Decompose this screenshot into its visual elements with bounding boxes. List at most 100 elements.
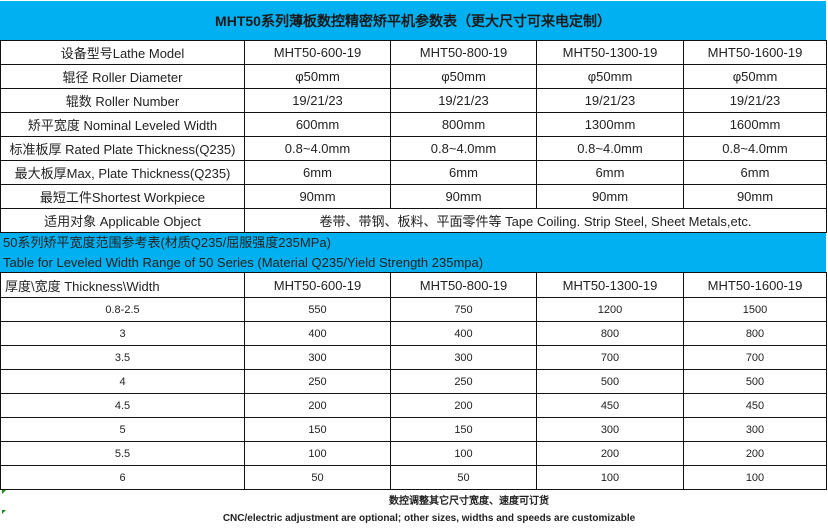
value-cell: 19/21/23 <box>536 88 684 113</box>
value-cell: 300 <box>390 345 537 370</box>
value-cell: MHT50-1300-19 <box>536 40 684 65</box>
header-cell: MHT50-1300-19 <box>536 272 684 298</box>
value-cell: 500 <box>536 369 684 394</box>
label-cell: 最短工件Shortest Workpiece <box>0 184 245 209</box>
value-cell: 750 <box>390 297 537 322</box>
value-cell: 6mm <box>244 160 391 185</box>
range-title-en: Table for Leveled Width Range of 50 Seri… <box>3 254 484 270</box>
value-cell: 450 <box>683 393 827 418</box>
value-cell: 90mm <box>390 184 537 209</box>
header-row: 厚度\宽度 Thickness\Width MHT50-600-19 MHT50-8… <box>0 272 827 298</box>
value-cell: 550 <box>244 297 391 322</box>
thickness-cell: 5.5 <box>0 441 245 466</box>
range-section-header: 50系列矫平宽度范围参考表(材质Q235/屈服强度235MPa) Table f… <box>0 233 826 272</box>
value-cell: 1200 <box>536 297 684 322</box>
value-cell: 450 <box>536 393 684 418</box>
spec-table: 设备型号Lathe Model MHT50-600-19 MHT50-800-19 M… <box>0 40 827 233</box>
value-cell: 50 <box>390 465 537 490</box>
value-cell: 100 <box>390 441 537 466</box>
label-cell: 最大板厚Max, Plate Thickness(Q235) <box>0 160 245 185</box>
table-row: 6 50 50 100 100 <box>0 465 827 490</box>
value-cell: 600mm <box>244 112 391 137</box>
value-cell: 800mm <box>390 112 537 137</box>
thickness-cell: 6 <box>0 465 245 490</box>
table-row: 标准板厚 Rated Plate Thickness(Q235) 0.8~4.0m… <box>0 136 827 161</box>
value-cell: φ50mm <box>390 64 537 89</box>
value-cell: 300 <box>683 417 827 442</box>
label-cell: 辊径 Roller Diameter <box>0 64 245 89</box>
note-en: CNC/electric adjustment are optional; ot… <box>222 513 636 524</box>
table-row: 设备型号Lathe Model MHT50-600-19 MHT50-800-19 M… <box>0 40 827 65</box>
table-row: 0.8-2.5 550 750 1200 1500 <box>0 297 827 322</box>
header-cell: MHT50-1600-19 <box>683 272 827 298</box>
table-row: 3 400 400 800 800 <box>0 321 827 346</box>
value-cell: 300 <box>244 345 391 370</box>
value-cell: 200 <box>244 393 391 418</box>
value-cell: φ50mm <box>683 64 827 89</box>
table-row: 辊径 Roller Diameter φ50mm φ50mm φ50mm φ50mm <box>0 64 827 89</box>
value-cell: 200 <box>683 441 827 466</box>
value-cell: 90mm <box>244 184 391 209</box>
value-cell: 250 <box>244 369 391 394</box>
header-cell: 厚度\宽度 Thickness\Width <box>0 272 245 298</box>
value-cell: 400 <box>244 321 391 346</box>
header-cell: MHT50-800-19 <box>390 272 537 298</box>
label-cell: 适用对象 Applicable Object <box>0 208 245 233</box>
value-cell: 400 <box>390 321 537 346</box>
range-title-cn: 50系列矫平宽度范围参考表(材质Q235/屈服强度235MPa) <box>3 235 331 250</box>
value-cell: φ50mm <box>536 64 684 89</box>
value-cell: 150 <box>244 417 391 442</box>
value-cell: 100 <box>244 441 391 466</box>
value-cell: 6mm <box>683 160 827 185</box>
value-cell: 卷带、带钢、板料、平面零件等 Tape Coiling. Strip Steel… <box>244 208 827 233</box>
label-cell: 矫平宽度 Nominal Leveled Width <box>0 112 245 137</box>
thickness-cell: 3 <box>0 321 245 346</box>
table-row: 5 150 150 300 300 <box>0 417 827 442</box>
value-cell: 800 <box>536 321 684 346</box>
value-cell: 100 <box>536 465 684 490</box>
table-row: 3.5 300 300 700 700 <box>0 345 827 370</box>
value-cell: 150 <box>390 417 537 442</box>
value-cell: MHT50-600-19 <box>244 40 391 65</box>
value-cell: MHT50-800-19 <box>390 40 537 65</box>
table-row: 适用对象 Applicable Object 卷带、带钢、板料、平面零件等 Tap… <box>0 208 827 233</box>
table-row: 矫平宽度 Nominal Leveled Width 600mm 800mm 1300… <box>0 112 827 137</box>
value-cell: 100 <box>683 465 827 490</box>
value-cell: 1500 <box>683 297 827 322</box>
thickness-cell: 4 <box>0 369 245 394</box>
value-cell: 700 <box>683 345 827 370</box>
value-cell: 500 <box>683 369 827 394</box>
table-row: 辊数 Roller Number 19/21/23 19/21/23 19/21/23… <box>0 88 827 113</box>
value-cell: 90mm <box>683 184 827 209</box>
table-row: 最短工件Shortest Workpiece 90mm 90mm 90mm 90mm <box>0 184 827 209</box>
thickness-cell: 5 <box>0 417 245 442</box>
value-cell: φ50mm <box>244 64 391 89</box>
value-cell: 0.8~4.0mm <box>536 136 684 161</box>
thickness-cell: 4.5 <box>0 393 245 418</box>
value-cell: 700 <box>536 345 684 370</box>
table-row: 4 250 250 500 500 <box>0 369 827 394</box>
note-cn: 数控调整其它尺寸宽度、速度可订货 <box>389 496 549 507</box>
value-cell: 200 <box>390 393 537 418</box>
value-cell: MHT50-1600-19 <box>683 40 827 65</box>
value-cell: 300 <box>536 417 684 442</box>
value-cell: 250 <box>390 369 537 394</box>
value-cell: 19/21/23 <box>390 88 537 113</box>
table-title: MHT50系列薄板数控精密矫平机参数表（更大尺寸可来电定制） <box>0 1 826 40</box>
table-row: 4.5 200 200 450 450 <box>0 393 827 418</box>
label-cell: 辊数 Roller Number <box>0 88 245 113</box>
thickness-cell: 0.8-2.5 <box>0 297 245 322</box>
value-cell: 6mm <box>536 160 684 185</box>
table-row: 5.5 100 100 200 200 <box>0 441 827 466</box>
table-row: 最大板厚Max, Plate Thickness(Q235) 6mm 6mm 6mm 6… <box>0 160 827 185</box>
value-cell: 0.8~4.0mm <box>683 136 827 161</box>
value-cell: 0.8~4.0mm <box>244 136 391 161</box>
range-table: 厚度\宽度 Thickness\Width MHT50-600-19 MHT50-8… <box>0 272 827 490</box>
value-cell: 50 <box>244 465 391 490</box>
value-cell: 1600mm <box>683 112 827 137</box>
label-cell: 标准板厚 Rated Plate Thickness(Q235) <box>0 136 245 161</box>
value-cell: 6mm <box>390 160 537 185</box>
header-cell: MHT50-600-19 <box>244 272 391 298</box>
value-cell: 200 <box>536 441 684 466</box>
cell-marker <box>2 510 6 514</box>
